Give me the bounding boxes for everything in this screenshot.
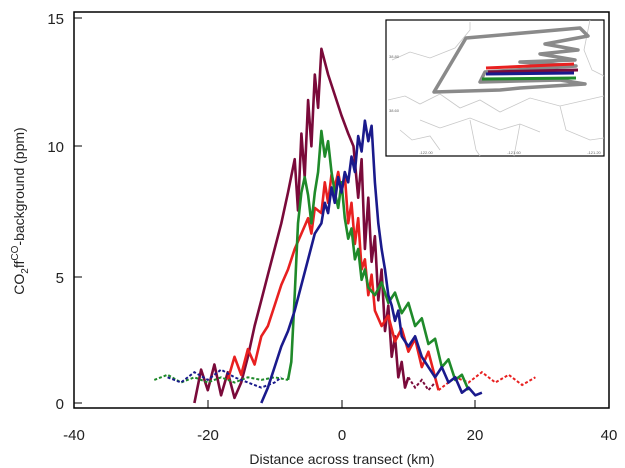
- series-0-line: [193, 47, 410, 404]
- series-3-line: [260, 119, 483, 404]
- inset-lon-label: -122.00: [419, 150, 433, 155]
- series-layer: [153, 47, 536, 404]
- y-axis: 0 5 10 15: [47, 11, 82, 413]
- y-axis-title-sup: CO: [10, 245, 21, 260]
- inset-lat-label: 38.60: [389, 108, 400, 113]
- y-tick-label: 5: [56, 270, 64, 287]
- x-axis-title: Distance across transect (km): [249, 451, 434, 467]
- inset-map-frame: [385, 19, 605, 157]
- inset-lon-label: -121.20: [587, 150, 601, 155]
- x-axis: -40 -20 0 20 40: [63, 400, 617, 444]
- x-tick-label: -40: [63, 427, 85, 444]
- flight-path: [432, 26, 590, 94]
- y-axis-title-base: CO: [11, 274, 27, 295]
- inset-border-line: [391, 22, 471, 61]
- y-tick-label: 0: [56, 396, 64, 413]
- inset-transect-navy: [485, 71, 575, 76]
- series-0-dashed-line: [407, 376, 436, 392]
- y-tick-label: 10: [47, 139, 64, 156]
- inset-border-line: [399, 129, 441, 151]
- inset-transect-red: [485, 62, 575, 70]
- x-tick-label: 40: [601, 427, 618, 444]
- series-1-dashed-line: [437, 370, 536, 391]
- y-axis-title-mid: ff: [11, 260, 27, 268]
- inset-lat-label: 38.80: [389, 54, 400, 59]
- y-axis-title-rest: -background (ppm): [11, 127, 27, 245]
- inset-border-line: [419, 117, 541, 133]
- x-tick-label: 0: [338, 427, 346, 444]
- inset-border-line: [513, 123, 521, 157]
- inset-lon-label: -121.60: [507, 150, 521, 155]
- inset-map: 38.80 38.60 -122.00 -121.60 -121.20: [385, 19, 605, 157]
- inset-map-borders: [387, 19, 605, 157]
- inset-border-line: [469, 119, 481, 157]
- series-3-dashed-line: [167, 368, 282, 389]
- inset-border-line: [559, 105, 605, 141]
- y-axis-title: CO2ffCO-background (ppm): [10, 127, 31, 294]
- series-1-line: [226, 170, 440, 391]
- x-tick-label: -20: [197, 427, 219, 444]
- inset-transect-maroon: [487, 68, 579, 74]
- y-axis-title-sub: 2: [20, 268, 31, 274]
- inset-transect-green: [481, 76, 577, 81]
- series-2-dashed-line: [153, 373, 289, 384]
- series-2-line: [286, 129, 470, 391]
- inset-border-line: [387, 93, 605, 113]
- y-tick-label: 15: [47, 11, 64, 28]
- x-tick-label: 20: [467, 427, 484, 444]
